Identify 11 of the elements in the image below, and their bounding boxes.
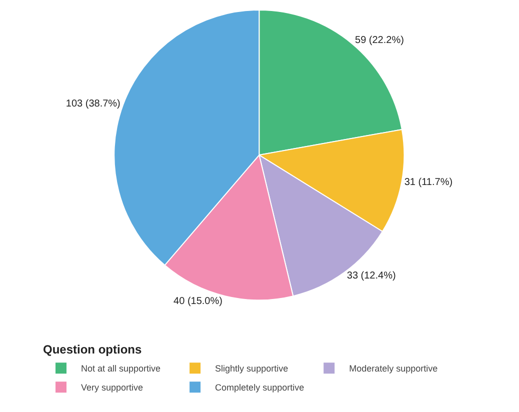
- legend-label: Completely supportive: [215, 382, 304, 393]
- data-label: 33 (12.4%): [346, 270, 396, 282]
- data-label: 103 (38.7%): [66, 98, 120, 110]
- legend-label: Not at all supportive: [81, 364, 161, 374]
- legend-label: Moderately supportive: [349, 364, 438, 374]
- legend-label: Slightly supportive: [215, 364, 288, 374]
- data-label: 31 (11.7%): [404, 176, 453, 188]
- legend-label: Very supportive: [81, 382, 144, 393]
- data-label: 40 (15.0%): [174, 296, 222, 307]
- legend-title: Question options: [43, 342, 142, 357]
- data-label: 59 (22.2%): [354, 35, 404, 46]
